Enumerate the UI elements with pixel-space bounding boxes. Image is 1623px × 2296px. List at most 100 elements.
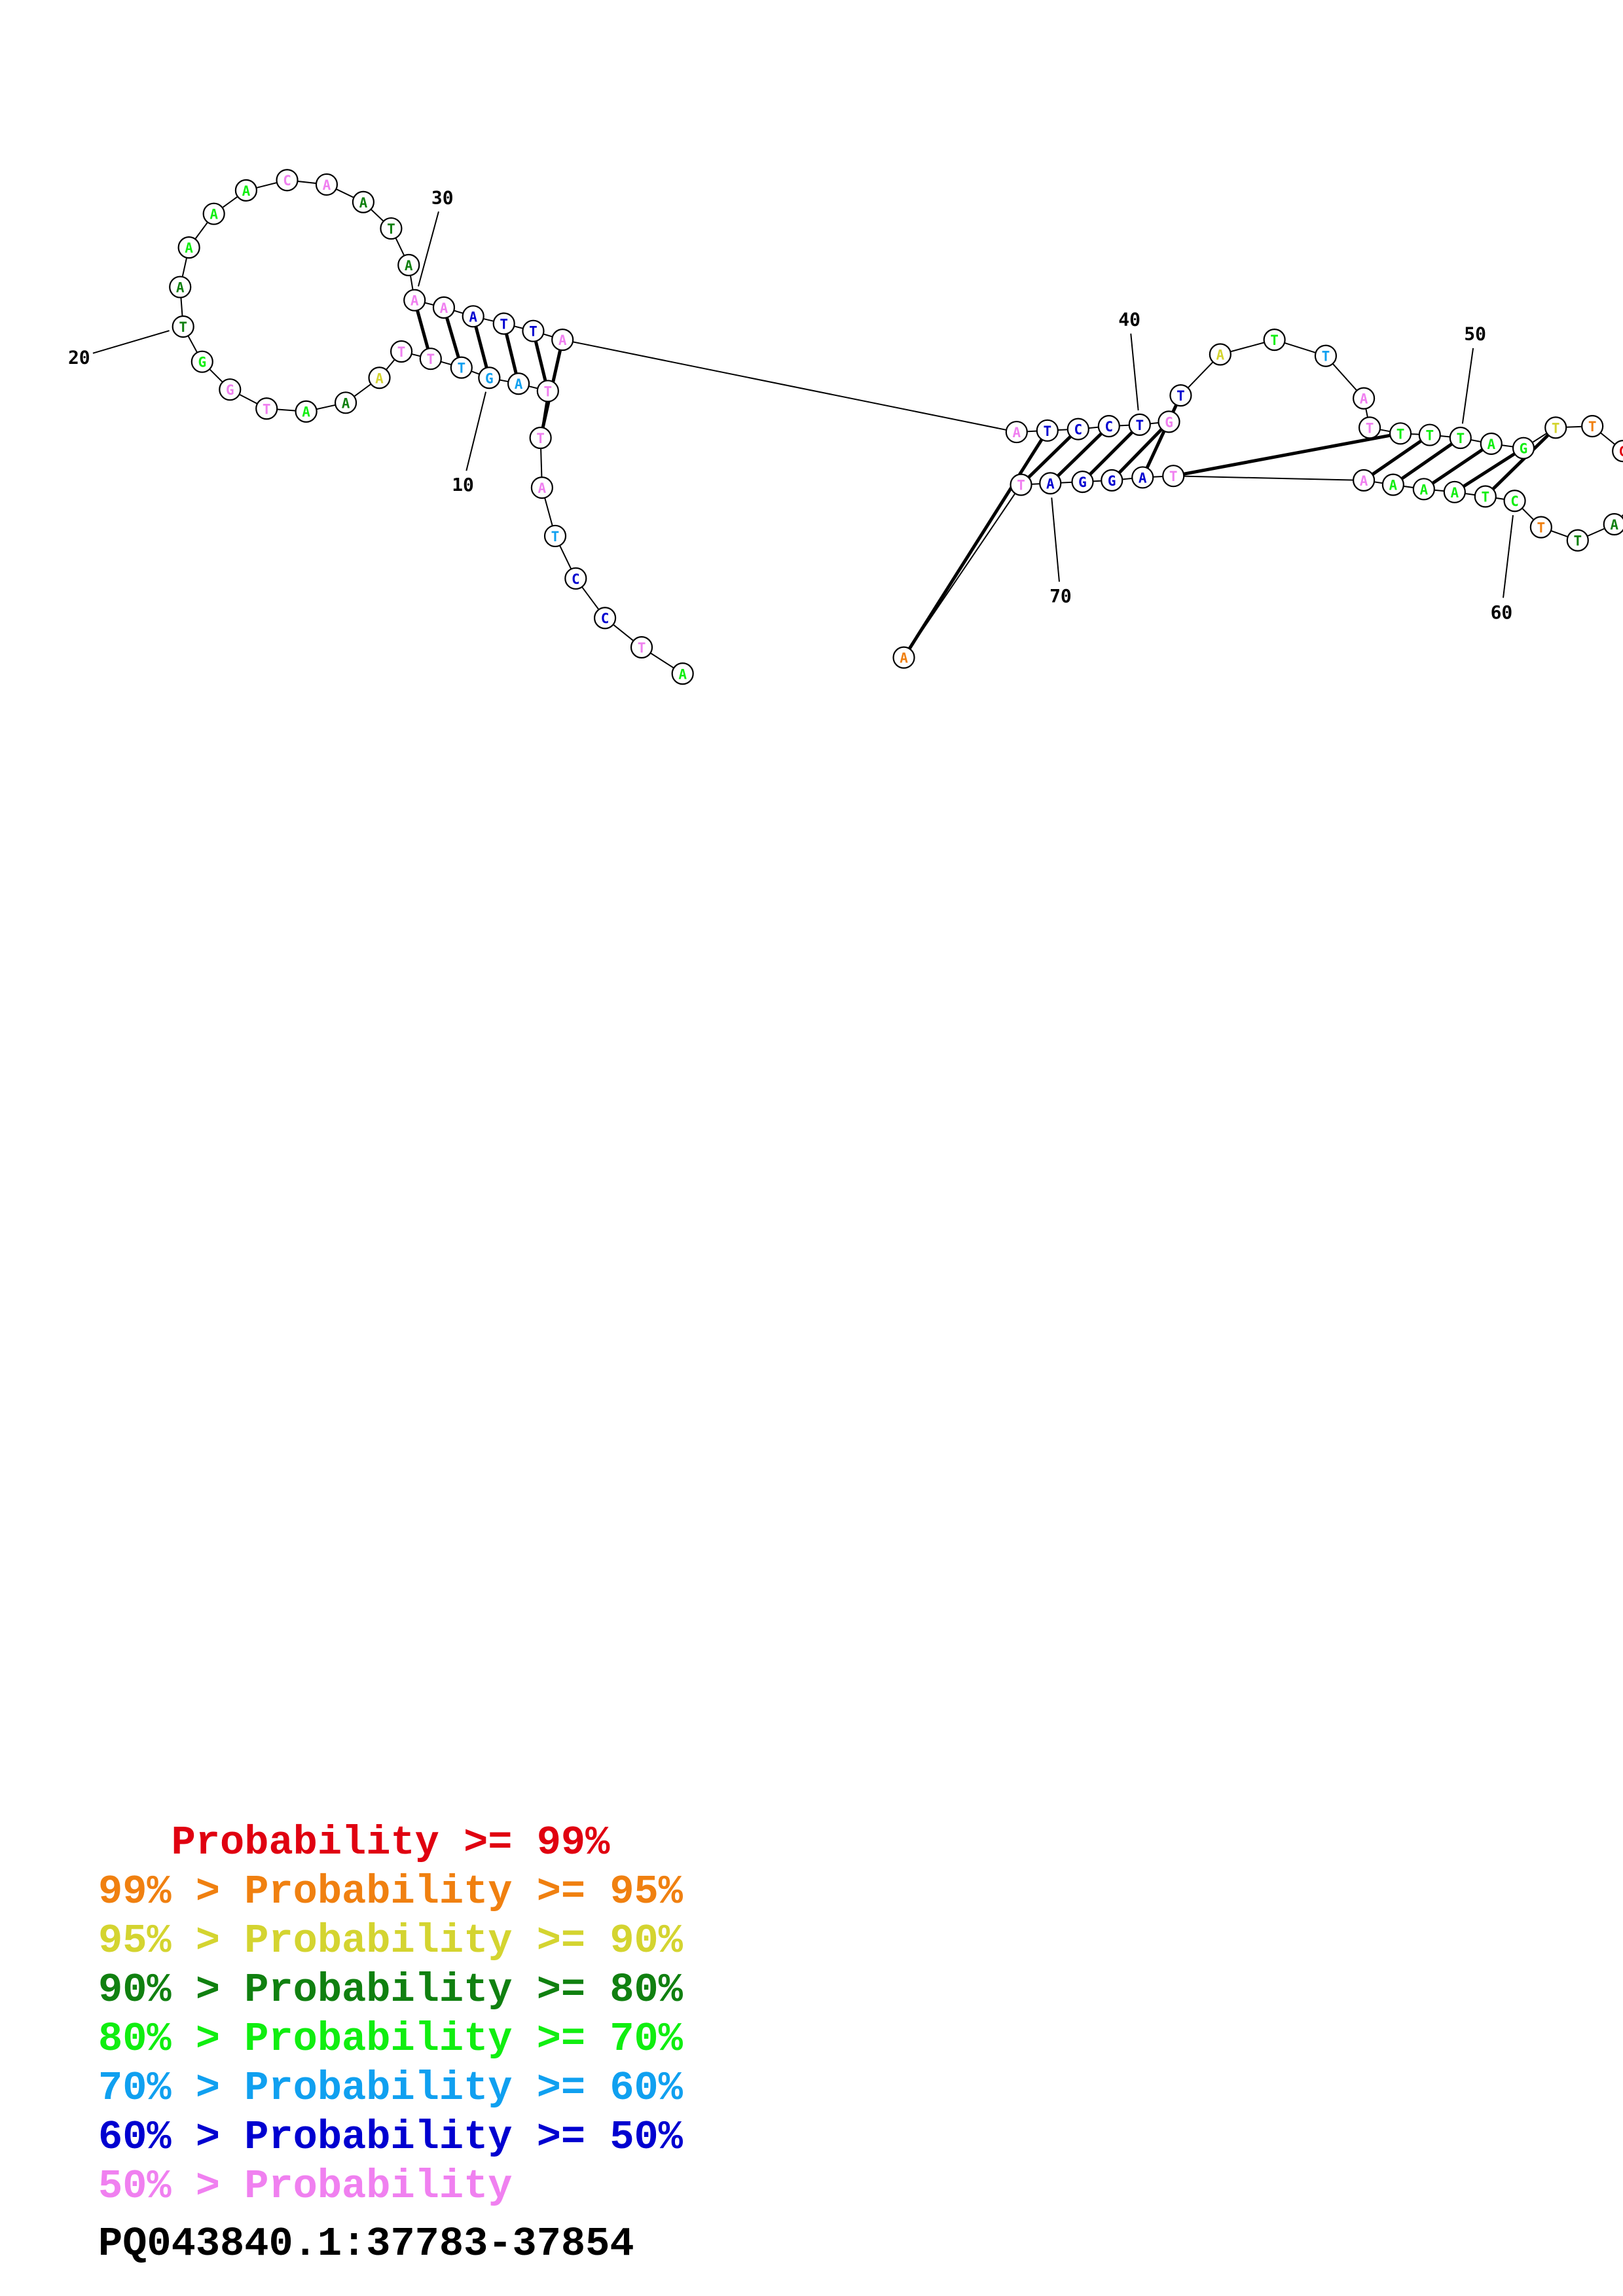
nucleotide-base: T — [387, 221, 395, 237]
nucleotide: A — [315, 173, 338, 196]
nucleotide: A — [1381, 473, 1404, 496]
nucleotide: T — [1529, 516, 1552, 539]
nucleotide-circle — [1480, 432, 1503, 456]
nucleotide: A — [432, 296, 456, 319]
nucleotide-base: T — [1456, 431, 1465, 446]
nucleotide: A — [671, 662, 694, 685]
nucleotide-base: T — [426, 351, 435, 367]
nucleotide: A — [1005, 420, 1028, 444]
nucleotide-circle — [172, 315, 194, 338]
nucleotide-circle — [177, 236, 200, 259]
nucleotide-base: T — [500, 316, 508, 332]
base-pair-bond — [1392, 436, 1462, 486]
nucleotide-base: A — [1046, 476, 1055, 492]
nucleotide-circle — [1389, 422, 1412, 445]
nucleotide-base: A — [210, 207, 218, 223]
nucleotide: C — [1097, 415, 1120, 438]
nucleotide: A — [403, 289, 426, 312]
legend-entry: 99% > Probability >= 95% — [98, 1869, 683, 1915]
nucleotide: A — [295, 400, 318, 423]
nucleotide-base: T — [1169, 469, 1178, 484]
nucleotide: T — [390, 340, 413, 363]
nucleotide: G — [1158, 410, 1180, 433]
base-pair-bond — [902, 429, 1049, 658]
nucleotide-circle — [1067, 418, 1089, 440]
nucleotide: T — [529, 426, 552, 450]
nucleotide-base: T — [1481, 490, 1489, 505]
nucleotide-base: A — [176, 280, 185, 296]
nucleotide: A — [507, 372, 530, 395]
nucleotide-circle — [507, 372, 530, 395]
nucleotide-circle — [1101, 469, 1123, 492]
nucleotide-base: T — [1552, 420, 1560, 436]
nucleotide-base: G — [1619, 444, 1623, 459]
nucleotide-base: C — [572, 571, 580, 587]
nucleotide: C — [1067, 418, 1089, 440]
nucleotide-circle — [551, 328, 574, 351]
nucleotide-base: T — [1135, 418, 1144, 433]
nucleotide: T — [1036, 419, 1059, 442]
nucleotide: A — [368, 367, 391, 389]
nucleotide-circle — [255, 397, 278, 420]
base-pair-bond — [1173, 431, 1401, 478]
nucleotide: T — [172, 315, 194, 338]
position-label: 10 — [452, 474, 474, 495]
nucleotide-circle — [1036, 419, 1059, 442]
nucleotide-circle — [403, 289, 426, 312]
legend-entry: 95% > Probability >= 90% — [98, 1918, 683, 1964]
nucleotide-base: A — [1610, 517, 1618, 533]
nucleotide-base: A — [1360, 473, 1368, 489]
nucleotide-circle — [478, 367, 501, 389]
nucleotide-base: A — [1389, 478, 1398, 493]
nucleotide-circle — [380, 217, 403, 240]
nucleotide-base: C — [283, 173, 291, 188]
nucleotide-circle — [1529, 516, 1552, 539]
nucleotide: T — [1314, 344, 1338, 367]
tick-line — [92, 330, 170, 354]
base-pair-bond — [1140, 395, 1182, 478]
nucleotide-circle — [630, 636, 653, 659]
position-label: 70 — [1049, 585, 1072, 607]
nucleotide-circle — [450, 356, 473, 379]
nucleotide: C — [593, 607, 617, 630]
tick-line — [1503, 514, 1514, 598]
nucleotide-circle — [202, 202, 225, 225]
nucleotide-circle — [397, 253, 420, 277]
nucleotide: T — [1263, 328, 1286, 351]
nucleotide: A — [334, 391, 357, 414]
nucleotide-circle — [432, 296, 456, 319]
nucleotide-base: G — [485, 370, 494, 386]
nucleotide-circle — [1381, 473, 1404, 496]
nucleotide-circle — [530, 476, 553, 499]
nucleotide-circle — [1474, 485, 1497, 508]
nucleotide-circle — [1263, 328, 1286, 351]
legend-entry: 90% > Probability >= 80% — [98, 1967, 683, 2013]
nucleotide-base: A — [342, 395, 350, 411]
nucleotide-base: T — [529, 324, 538, 340]
base-pair-bond — [1049, 425, 1110, 485]
nucleotide: T — [1162, 465, 1185, 488]
nucleotide: T — [1418, 423, 1441, 446]
nucleotide: T — [1010, 473, 1032, 496]
position-label: 50 — [1464, 323, 1486, 345]
nucleotide-base: T — [263, 401, 271, 417]
nucleotide-base: T — [638, 640, 646, 656]
nucleotide-base: G — [1520, 441, 1528, 457]
nucleotide: C — [564, 567, 587, 590]
nucleotide-circle — [1512, 437, 1535, 459]
nucleotide: A — [1039, 472, 1062, 495]
nucleotide: T — [1581, 415, 1604, 438]
nucleotide-base: A — [375, 370, 384, 386]
nucleotide-base: A — [1360, 391, 1368, 407]
nucleotide-circle — [1503, 490, 1526, 512]
nucleotide: G — [1612, 440, 1623, 463]
nucleotide-circle — [1010, 473, 1032, 496]
nucleotide: T — [450, 356, 473, 379]
nucleotide-base: G — [1078, 475, 1087, 490]
legend-entry: 50% > Probability — [98, 2163, 513, 2210]
nucleotide-circle — [1418, 423, 1441, 446]
nucleotide: G — [1101, 469, 1123, 492]
nucleotide-base: A — [538, 480, 547, 496]
position-tick-layer: 10 20 30 40 50 60 70 — [68, 187, 1514, 623]
nucleotide: T — [1128, 413, 1151, 436]
